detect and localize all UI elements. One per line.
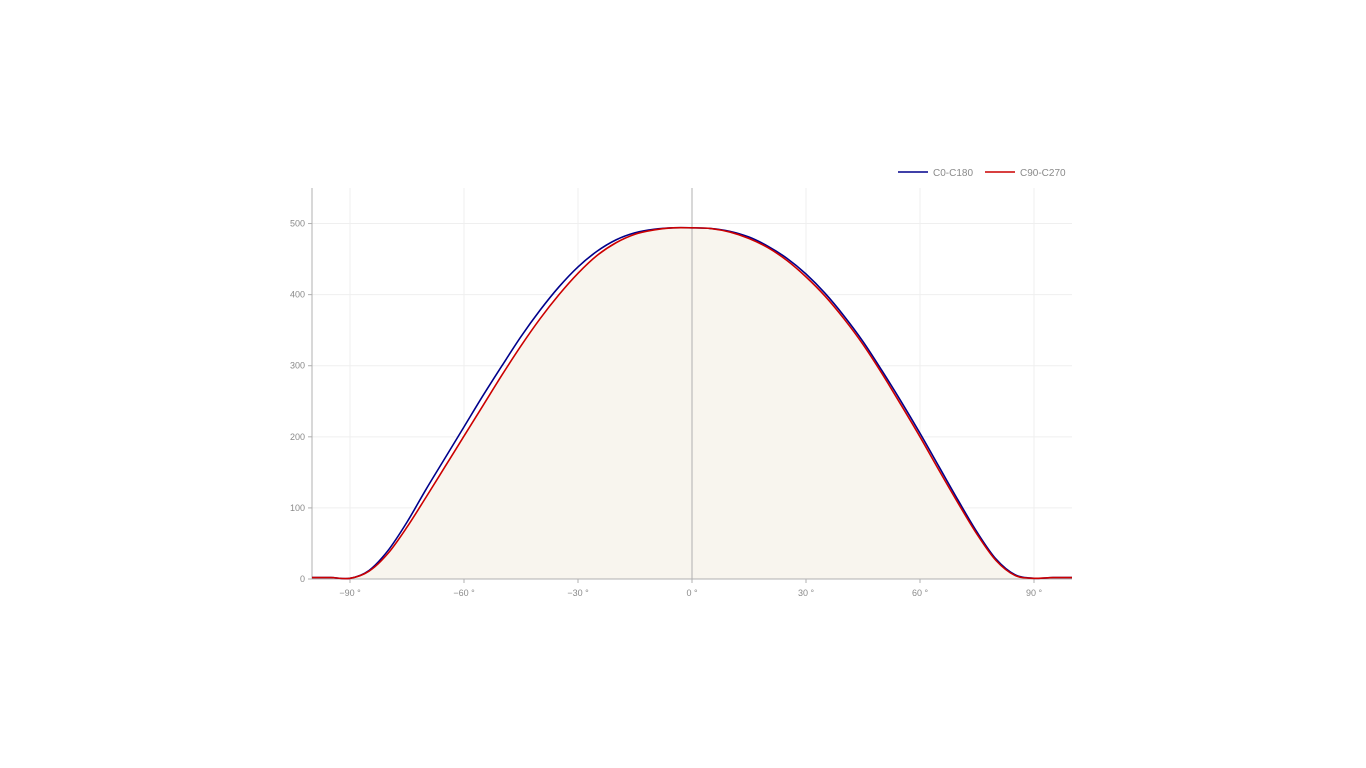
y-tick-label: 400 bbox=[290, 290, 305, 300]
x-axis-ticks: −90 ° −60 ° −30 ° 0 ° 30 ° 60 ° 90 ° bbox=[339, 579, 1042, 598]
x-tick-label: −30 ° bbox=[567, 588, 589, 598]
x-tick-label: 60 ° bbox=[912, 588, 929, 598]
y-tick-label: 200 bbox=[290, 432, 305, 442]
y-axis-ticks: 0 100 200 300 400 500 bbox=[290, 219, 312, 584]
legend[interactable]: C0-C180 C90-C270 bbox=[898, 168, 1066, 179]
legend-item-c90-c270[interactable]: C90-C270 bbox=[985, 168, 1066, 179]
x-tick-label: −60 ° bbox=[453, 588, 475, 598]
legend-item-c0-c180[interactable]: C0-C180 bbox=[898, 168, 973, 179]
y-tick-label: 100 bbox=[290, 503, 305, 513]
y-tick-label: 300 bbox=[290, 361, 305, 371]
y-tick-label: 0 bbox=[300, 574, 305, 584]
x-tick-label: 30 ° bbox=[798, 588, 815, 598]
x-tick-label: 0 ° bbox=[686, 588, 698, 598]
y-tick-label: 500 bbox=[290, 219, 305, 229]
x-tick-label: −90 ° bbox=[339, 588, 361, 598]
legend-label: C0-C180 bbox=[933, 168, 973, 179]
series-line-c90-c270 bbox=[311, 226, 1073, 580]
legend-label: C90-C270 bbox=[1020, 168, 1066, 179]
series-lines bbox=[311, 226, 1073, 580]
x-tick-label: 90 ° bbox=[1026, 588, 1043, 598]
